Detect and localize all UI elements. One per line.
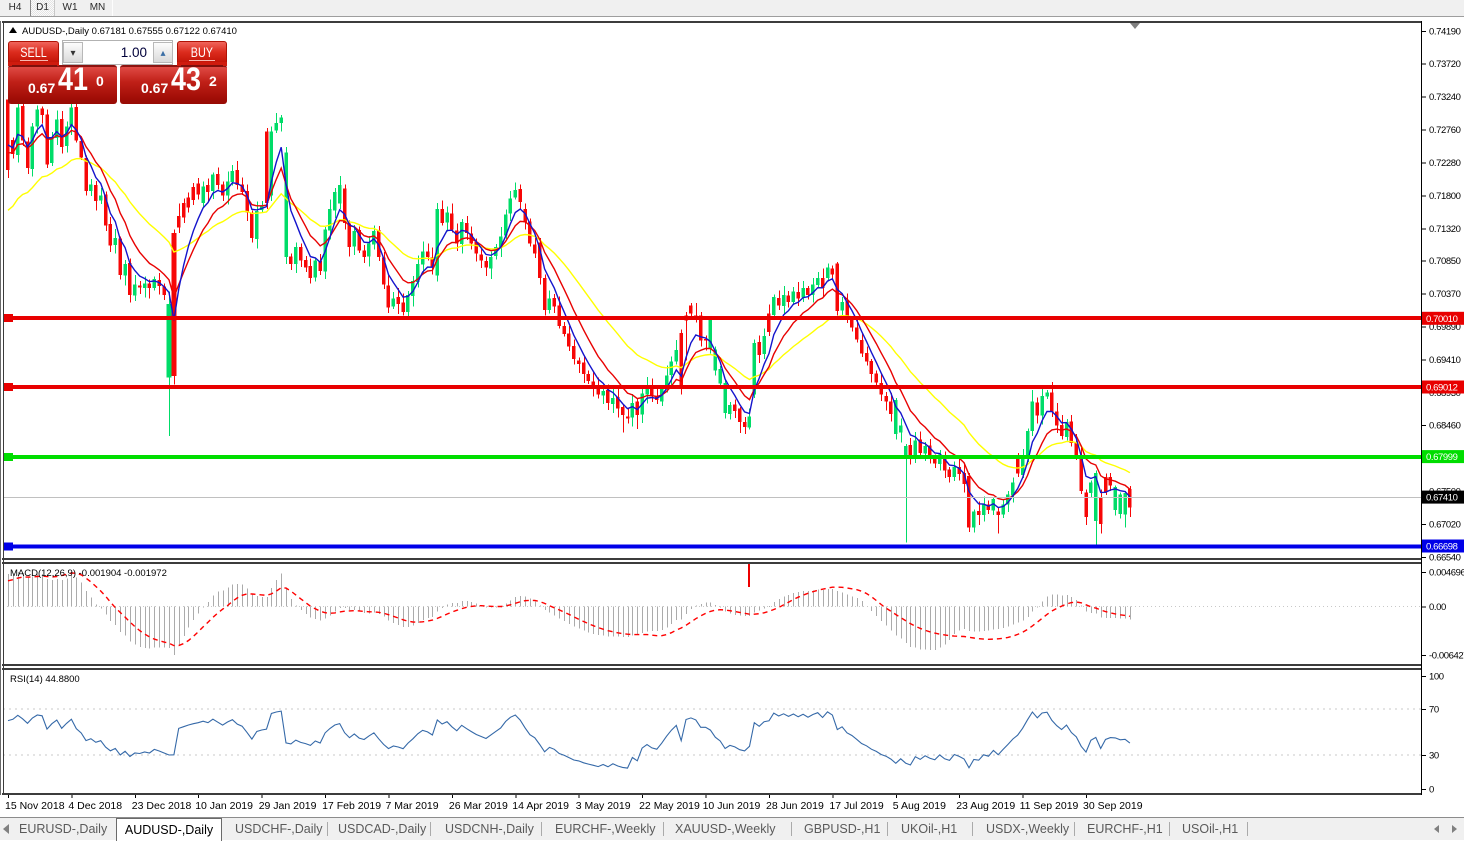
svg-text:0.66540: 0.66540 <box>1429 552 1461 563</box>
svg-text:0.004696: 0.004696 <box>1429 568 1464 579</box>
svg-text:28 Jun 2019: 28 Jun 2019 <box>766 800 824 812</box>
svg-text:17 Feb 2019: 17 Feb 2019 <box>322 800 381 812</box>
svg-text:0.70010: 0.70010 <box>1426 314 1458 325</box>
svg-text:14 Apr 2019: 14 Apr 2019 <box>512 800 569 812</box>
svg-text:10 Jan 2019: 10 Jan 2019 <box>195 800 253 812</box>
svg-text:0.73240: 0.73240 <box>1429 92 1461 103</box>
svg-text:RSI(14) 44.8800: RSI(14) 44.8800 <box>10 674 80 685</box>
svg-text:0.67410: 0.67410 <box>1426 493 1458 504</box>
svg-text:0.67999: 0.67999 <box>1426 452 1458 463</box>
svg-text:0.70850: 0.70850 <box>1429 256 1461 267</box>
svg-text:0.74190: 0.74190 <box>1429 27 1461 38</box>
svg-text:30: 30 <box>1429 750 1439 761</box>
svg-text:7 Mar 2019: 7 Mar 2019 <box>386 800 439 812</box>
svg-text:23 Dec 2018: 23 Dec 2018 <box>132 800 192 812</box>
svg-text:0.72760: 0.72760 <box>1429 125 1461 136</box>
svg-text:23 Aug 2019: 23 Aug 2019 <box>956 800 1015 812</box>
svg-text:11 Sep 2019: 11 Sep 2019 <box>1020 800 1079 812</box>
svg-text:0.71800: 0.71800 <box>1429 191 1461 202</box>
svg-text:0.68460: 0.68460 <box>1429 420 1461 431</box>
svg-text:26 Mar 2019: 26 Mar 2019 <box>449 800 508 812</box>
svg-text:0.73720: 0.73720 <box>1429 59 1461 70</box>
svg-text:4 Dec 2018: 4 Dec 2018 <box>68 800 122 812</box>
svg-text:0.71320: 0.71320 <box>1429 224 1461 235</box>
svg-text:0.68930: 0.68930 <box>1429 388 1461 399</box>
svg-text:MACD(12,26,9) -0.001904 -0.001: MACD(12,26,9) -0.001904 -0.001972 <box>10 568 167 579</box>
svg-text:22 May 2019: 22 May 2019 <box>639 800 700 812</box>
svg-text:-0.006427: -0.006427 <box>1429 651 1464 662</box>
svg-text:0: 0 <box>1429 785 1434 796</box>
svg-text:3 May 2019: 3 May 2019 <box>576 800 631 812</box>
svg-text:5 Aug 2019: 5 Aug 2019 <box>893 800 946 812</box>
svg-text:29 Jan 2019: 29 Jan 2019 <box>259 800 317 812</box>
svg-text:100: 100 <box>1429 672 1444 683</box>
svg-text:15 Nov 2018: 15 Nov 2018 <box>5 800 65 812</box>
svg-text:30 Sep 2019: 30 Sep 2019 <box>1083 800 1143 812</box>
svg-text:0.72280: 0.72280 <box>1429 158 1461 169</box>
svg-text:0.69410: 0.69410 <box>1429 355 1461 366</box>
svg-text:0.00: 0.00 <box>1429 602 1446 613</box>
svg-text:0.67020: 0.67020 <box>1429 519 1461 530</box>
svg-text:0.69890: 0.69890 <box>1429 322 1461 333</box>
svg-text:0.66698: 0.66698 <box>1426 542 1458 553</box>
svg-text:0.69012: 0.69012 <box>1426 383 1458 394</box>
svg-text:0.70370: 0.70370 <box>1429 289 1461 300</box>
svg-text:17 Jul 2019: 17 Jul 2019 <box>829 800 883 812</box>
svg-text:10 Jun 2019: 10 Jun 2019 <box>703 800 761 812</box>
svg-text:AUDUSD-,Daily 0.67181 0.67555: AUDUSD-,Daily 0.67181 0.67555 0.67122 0.… <box>22 26 237 37</box>
svg-text:70: 70 <box>1429 705 1439 716</box>
